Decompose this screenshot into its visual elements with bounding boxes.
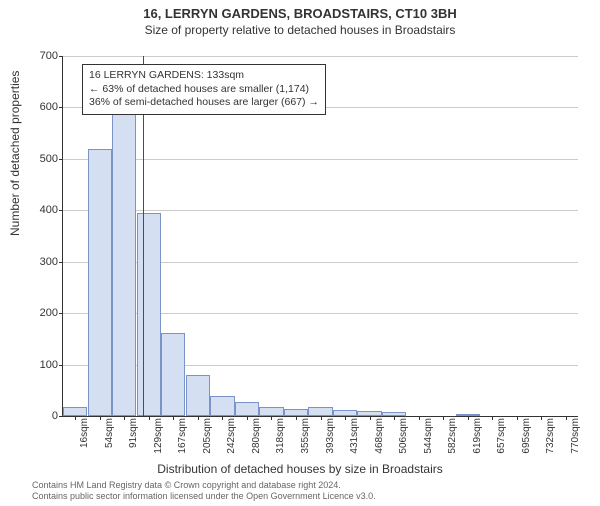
histogram-bar <box>88 149 112 416</box>
xtick-label: 506sqm <box>398 418 409 454</box>
footer: Contains HM Land Registry data © Crown c… <box>32 480 376 502</box>
xtick-label: 318sqm <box>275 418 286 454</box>
xtick-mark <box>345 416 346 420</box>
ytick-mark <box>59 365 63 366</box>
ytick-label: 0 <box>28 410 58 422</box>
xtick-mark <box>443 416 444 420</box>
y-axis-label: Number of detached properties <box>8 71 22 236</box>
ytick-mark <box>59 416 63 417</box>
xtick-mark <box>149 416 150 420</box>
xtick-label: 582sqm <box>447 418 458 454</box>
x-axis-label: Distribution of detached houses by size … <box>0 462 600 476</box>
xtick-mark <box>541 416 542 420</box>
histogram-bar <box>161 333 185 416</box>
gridline <box>63 56 578 57</box>
xtick-label: 242sqm <box>226 418 237 454</box>
footer-line-2: Contains public sector information licen… <box>32 491 376 502</box>
ytick-mark <box>59 107 63 108</box>
xtick-mark <box>321 416 322 420</box>
xtick-mark <box>198 416 199 420</box>
ytick-mark <box>59 210 63 211</box>
xtick-label: 91sqm <box>128 418 139 448</box>
ytick-mark <box>59 56 63 57</box>
xtick-label: 468sqm <box>374 418 385 454</box>
xtick-mark <box>566 416 567 420</box>
xtick-mark <box>370 416 371 420</box>
xtick-mark <box>468 416 469 420</box>
histogram-bar <box>308 407 332 416</box>
histogram-bar <box>63 407 87 416</box>
ytick-label: 600 <box>28 101 58 113</box>
xtick-label: 657sqm <box>496 418 507 454</box>
xtick-mark <box>296 416 297 420</box>
histogram-bar <box>137 213 161 416</box>
xtick-label: 205sqm <box>202 418 213 454</box>
chart-area: 010020030040050060070016sqm54sqm91sqm129… <box>62 56 577 416</box>
xtick-mark <box>517 416 518 420</box>
ytick-label: 400 <box>28 204 58 216</box>
ytick-label: 500 <box>28 153 58 165</box>
xtick-label: 355sqm <box>300 418 311 454</box>
xtick-mark <box>124 416 125 420</box>
xtick-label: 280sqm <box>251 418 262 454</box>
xtick-mark <box>247 416 248 420</box>
histogram-bar <box>112 100 136 416</box>
xtick-label: 54sqm <box>104 418 115 448</box>
ytick-mark <box>59 313 63 314</box>
ytick-mark <box>59 262 63 263</box>
histogram-bar <box>210 396 234 416</box>
histogram-bar <box>235 402 259 416</box>
xtick-label: 393sqm <box>325 418 336 454</box>
xtick-mark <box>419 416 420 420</box>
xtick-mark <box>173 416 174 420</box>
xtick-label: 544sqm <box>423 418 434 454</box>
xtick-label: 431sqm <box>349 418 360 454</box>
xtick-mark <box>75 416 76 420</box>
xtick-mark <box>492 416 493 420</box>
xtick-mark <box>100 416 101 420</box>
xtick-mark <box>222 416 223 420</box>
page-subtitle: Size of property relative to detached ho… <box>0 23 600 37</box>
ytick-label: 700 <box>28 50 58 62</box>
ytick-label: 200 <box>28 307 58 319</box>
info-line-2: ← 63% of detached houses are smaller (1,… <box>89 83 319 97</box>
gridline <box>63 159 578 160</box>
footer-line-1: Contains HM Land Registry data © Crown c… <box>32 480 376 491</box>
xtick-label: 129sqm <box>153 418 164 454</box>
ytick-mark <box>59 159 63 160</box>
xtick-label: 695sqm <box>521 418 532 454</box>
histogram-bar <box>259 407 283 416</box>
gridline <box>63 210 578 211</box>
xtick-label: 770sqm <box>570 418 581 454</box>
xtick-mark <box>271 416 272 420</box>
page-title: 16, LERRYN GARDENS, BROADSTAIRS, CT10 3B… <box>0 6 600 21</box>
info-line-1: 16 LERRYN GARDENS: 133sqm <box>89 69 319 83</box>
xtick-label: 619sqm <box>472 418 483 454</box>
info-line-3: 36% of semi-detached houses are larger (… <box>89 96 319 110</box>
ytick-label: 100 <box>28 359 58 371</box>
xtick-label: 16sqm <box>79 418 90 448</box>
xtick-mark <box>394 416 395 420</box>
xtick-label: 167sqm <box>177 418 188 454</box>
ytick-label: 300 <box>28 256 58 268</box>
histogram-bar <box>186 375 210 416</box>
xtick-label: 732sqm <box>545 418 556 454</box>
info-box: 16 LERRYN GARDENS: 133sqm ← 63% of detac… <box>82 64 326 115</box>
histogram-bar <box>284 409 308 416</box>
